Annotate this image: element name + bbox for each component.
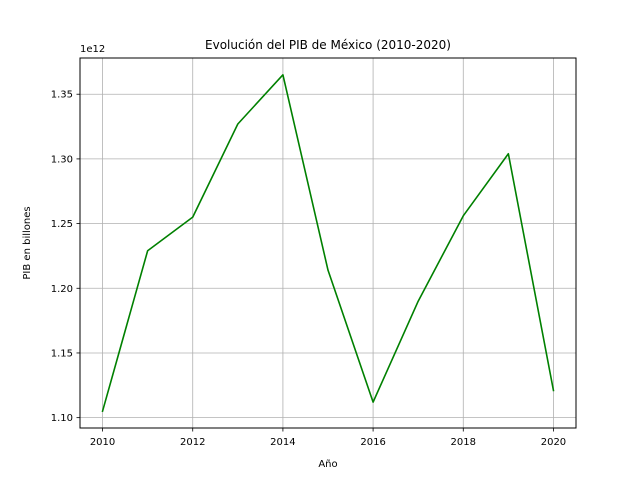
x-tick-label: 2018 [451,437,476,448]
series-group [101,74,555,413]
axis-ticks: 2010 2012 2014 2016 2018 2020 1.10 1.15 1.20 1.25… [51,90,566,448]
y-tick-label: 1.10 [51,413,73,424]
y-offset-label: 1e12 [80,44,105,55]
x-axis-label: Año [318,459,337,470]
y-tick-label: 1.15 [51,348,73,359]
y-axis-label: PIB en billones [22,206,33,279]
x-tick-label: 2012 [180,437,205,448]
gridlines [80,58,576,428]
plot-area-frame [79,57,577,429]
y-tick-label: 1.20 [51,284,73,295]
x-tick-label: 2016 [360,437,385,448]
y-tick-label: 1.30 [51,154,73,165]
x-tick-label: 2010 [90,437,115,448]
x-tick-label: 2020 [541,437,566,448]
y-tick-label: 1.25 [51,219,73,230]
y-tick-label: 1.35 [51,90,73,101]
chart-title: Evolución del PIB de México (2010-2020) [205,38,451,52]
x-tick-label: 2014 [270,437,295,448]
